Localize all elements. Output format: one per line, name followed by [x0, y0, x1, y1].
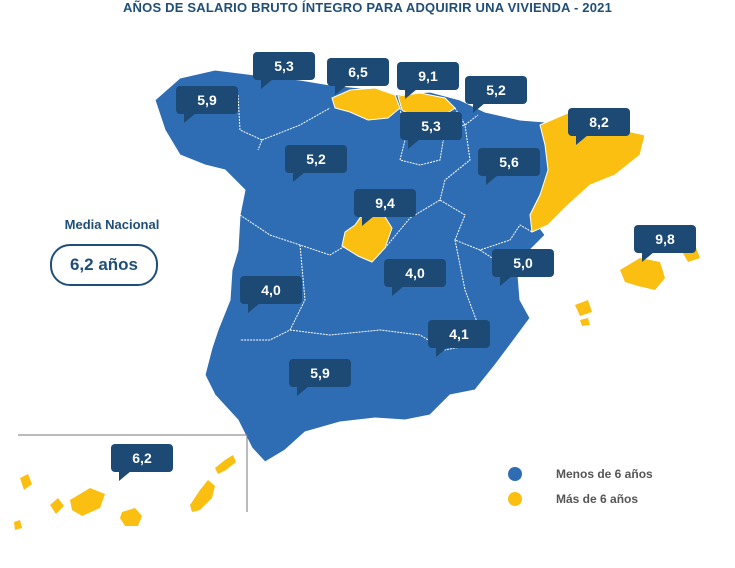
bubble-canarias: 6,2	[111, 444, 173, 481]
bubble-madrid: 9,4	[354, 189, 416, 226]
value-valencia: 5,0	[513, 255, 533, 271]
value-cantabria: 6,5	[348, 64, 368, 80]
bubble-castilla-leon: 5,2	[285, 145, 347, 182]
bubble-navarra: 5,2	[465, 76, 527, 113]
value-navarra: 5,2	[486, 82, 506, 98]
region-baleares	[620, 258, 665, 290]
map-title: AÑOS DE SALARIO BRUTO ÍNTEGRO PARA ADQUI…	[122, 0, 613, 15]
bubble-asturias: 5,3	[253, 52, 315, 89]
value-castilla-leon: 5,2	[306, 151, 326, 167]
bubble-cantabria: 6,5	[327, 58, 389, 95]
value-canarias: 6,2	[132, 450, 152, 466]
value-galicia: 5,9	[197, 92, 217, 108]
media-nacional-value: 6,2 años	[50, 244, 158, 286]
bubble-cataluna: 8,2	[568, 108, 630, 145]
bubble-baleares: 9,8	[634, 225, 696, 262]
canarias-islands	[14, 455, 236, 530]
bubble-andalucia: 5,9	[289, 359, 351, 396]
value-pais-vasco: 9,1	[418, 68, 438, 84]
region-cantabria	[331, 87, 401, 121]
ibiza-island	[575, 300, 592, 316]
value-cataluna: 8,2	[589, 114, 609, 130]
value-andalucia: 5,9	[310, 365, 330, 381]
bubble-pais-vasco: 9,1	[397, 62, 459, 99]
bubble-castilla-la-mancha: 4,0	[384, 259, 446, 296]
mainland-spain	[154, 69, 561, 463]
canarias-inset-frame	[18, 434, 248, 512]
value-murcia: 4,1	[449, 326, 469, 342]
value-asturias: 5,3	[274, 58, 294, 74]
value-la-rioja: 5,3	[421, 118, 441, 134]
value-castilla-la-mancha: 4,0	[405, 265, 425, 281]
value-madrid: 9,4	[375, 195, 395, 211]
bubble-aragon: 5,6	[478, 148, 540, 185]
legend-label-below: Menos de 6 años	[556, 467, 653, 481]
value-aragon: 5,6	[499, 154, 519, 170]
bubble-galicia: 5,9	[176, 86, 238, 123]
legend-label-above: Más de 6 años	[556, 492, 639, 506]
bubble-valencia: 5,0	[492, 249, 554, 286]
legend-dot-below	[508, 467, 522, 481]
region-madrid	[341, 211, 393, 263]
legend-dot-above	[508, 492, 522, 506]
bubble-la-rioja: 5,3	[400, 112, 462, 149]
bubble-extremadura: 4,0	[240, 276, 302, 313]
value-extremadura: 4,0	[261, 282, 281, 298]
bubble-murcia: 4,1	[428, 320, 490, 357]
formentera-island	[580, 318, 590, 326]
value-baleares: 9,8	[655, 231, 675, 247]
media-nacional-label: Media Nacional	[64, 217, 160, 232]
